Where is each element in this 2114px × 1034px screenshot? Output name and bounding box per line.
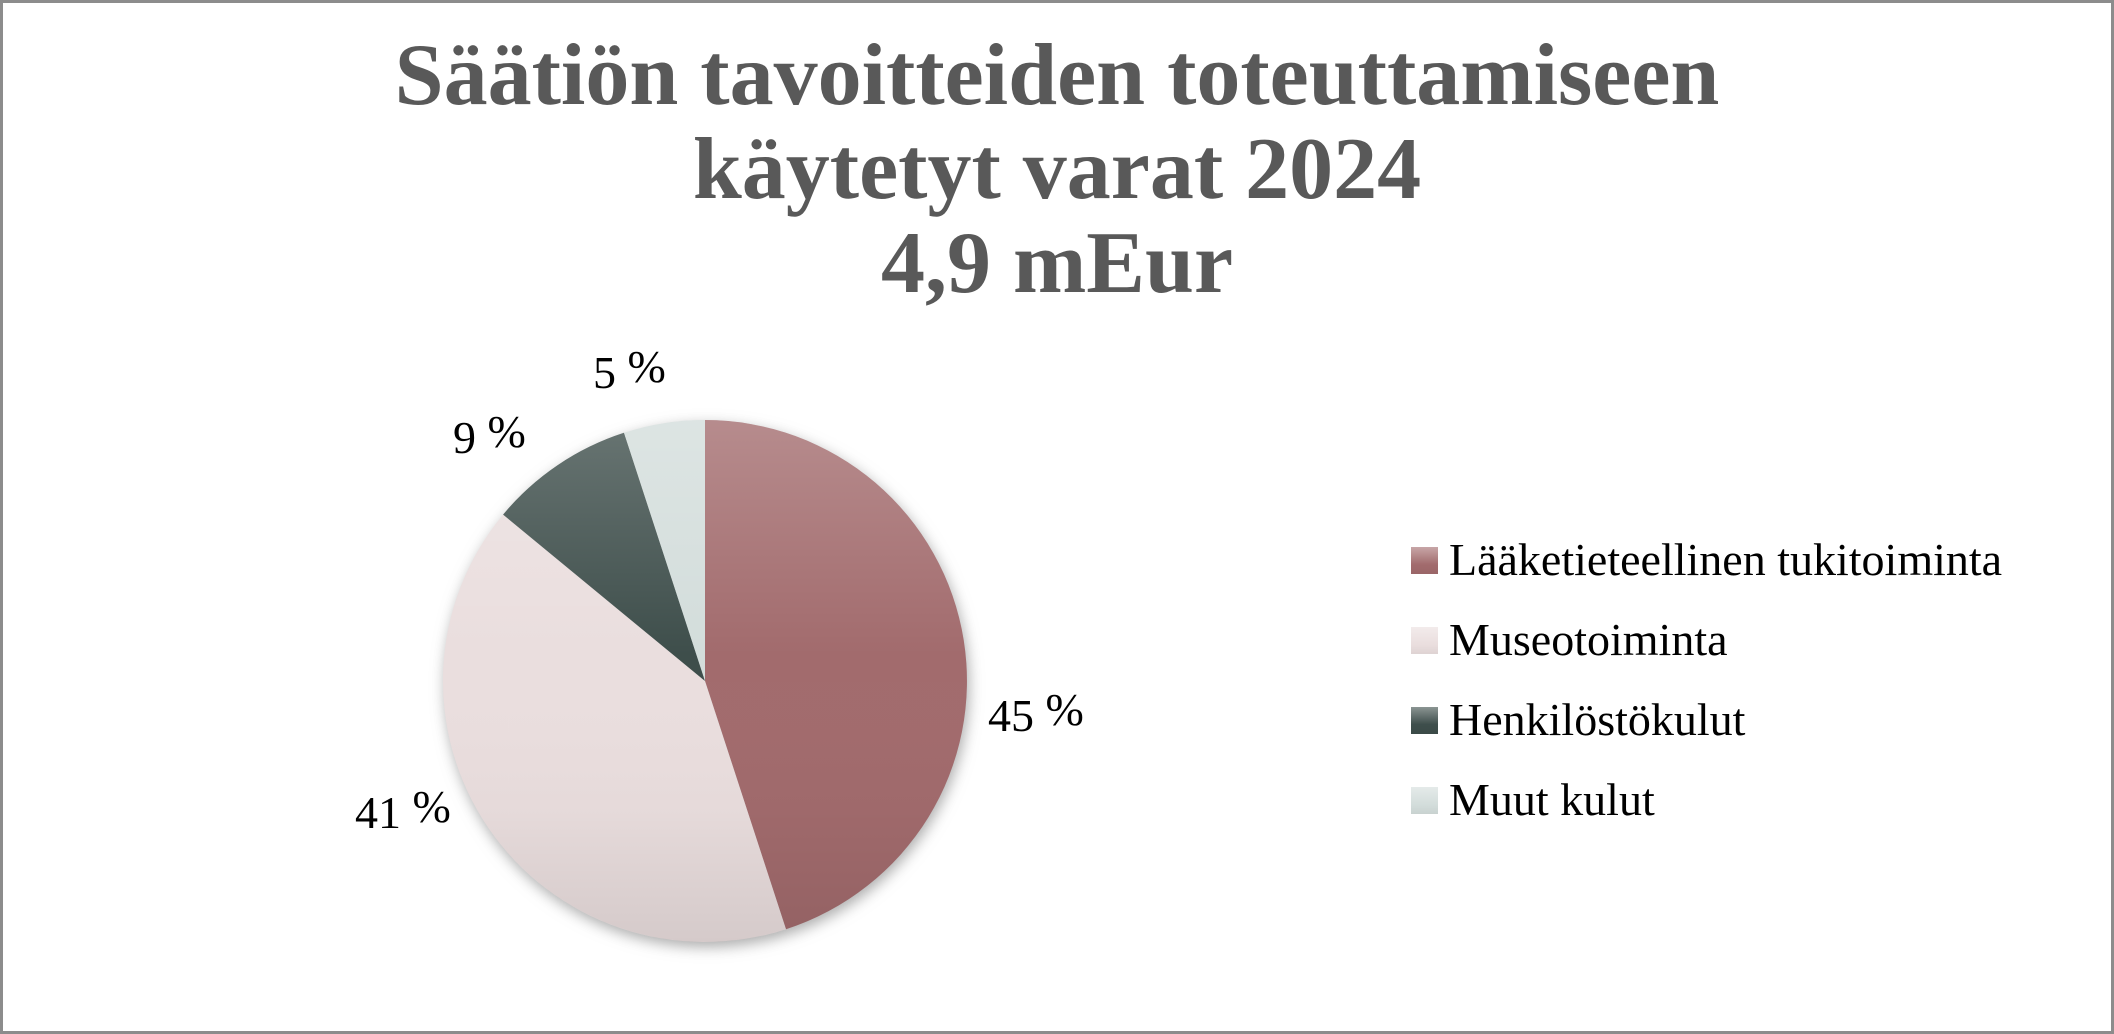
- legend-swatch-icon: [1411, 626, 1438, 654]
- legend-label: Muut kulut: [1449, 774, 1655, 825]
- slice-label-museotoiminta: 41 %: [355, 781, 451, 838]
- legend-label: Museotoiminta: [1449, 614, 1728, 665]
- legend-item-laaketieteellinen: Lääketieteellinen tukitoiminta: [1411, 520, 2002, 600]
- chart-title: Säätiön tavoitteiden toteuttamiseen käyt…: [3, 3, 2111, 311]
- legend-item-henkilostokulut: Henkilöstökulut: [1411, 680, 2002, 760]
- legend-swatch-icon: [1411, 706, 1438, 734]
- legend-label: Lääketieteellinen tukitoiminta: [1449, 534, 2003, 585]
- chart-title-line-3: 4,9 mEur: [881, 215, 1233, 312]
- legend-swatch-icon: [1411, 786, 1438, 814]
- chart-legend: Lääketieteellinen tukitoiminta Museotoim…: [1411, 520, 2002, 840]
- legend-item-museotoiminta: Museotoiminta: [1411, 600, 2002, 680]
- slice-label-henkilostokulut: 9 %: [453, 406, 526, 463]
- pie-sheen-overlay: [443, 420, 967, 942]
- slice-label-laaketieteellinen: 45 %: [988, 684, 1084, 741]
- slice-label-muut-kulut: 5 %: [593, 341, 666, 398]
- chart-title-line-2: käytetyt varat 2024: [692, 121, 1422, 218]
- chart-title-line-1: Säätiön tavoitteiden toteuttamiseen: [394, 27, 1720, 124]
- legend-swatch-icon: [1411, 546, 1438, 574]
- pie-chart: [442, 420, 967, 943]
- legend-label: Henkilöstökulut: [1449, 694, 1746, 745]
- legend-item-muut-kulut: Muut kulut: [1411, 760, 2002, 840]
